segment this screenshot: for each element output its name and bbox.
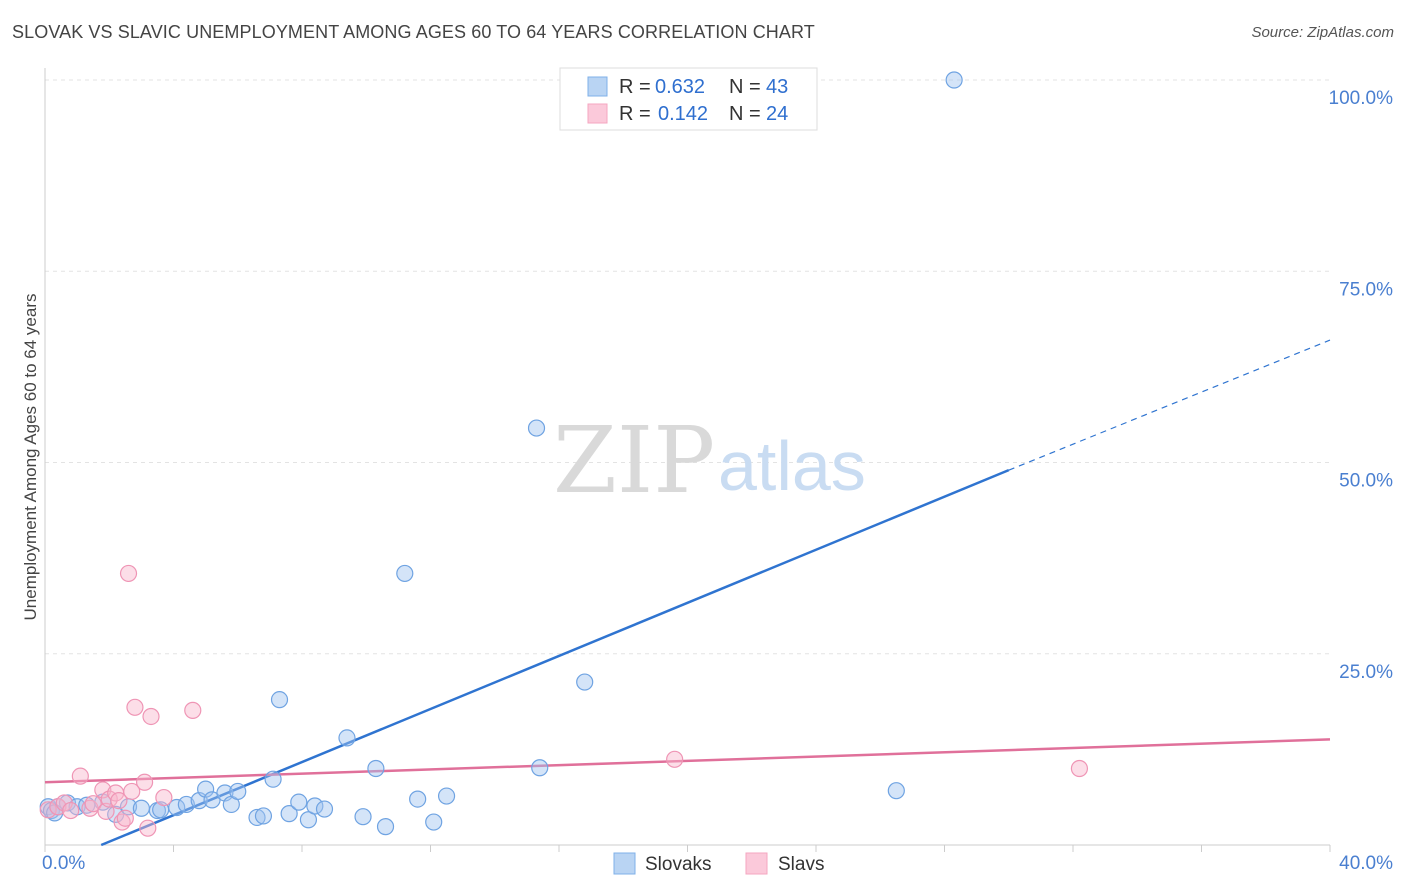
point-slovaks-26 xyxy=(299,811,318,829)
point-slovaks-39 xyxy=(576,673,594,691)
point-slavs-18 xyxy=(139,819,157,837)
trend-line-slavs xyxy=(44,738,1331,784)
y-tick-label-1: 75.0% xyxy=(1339,279,1393,300)
point-slovaks-37 xyxy=(527,419,546,437)
point-slovaks-23 xyxy=(270,691,289,709)
point-slavs-6 xyxy=(84,795,102,813)
legend-top: R = 0.632 N = 43 R = 0.142 N = 24 xyxy=(559,67,818,131)
trend-lines xyxy=(44,339,1331,847)
point-slovaks-40 xyxy=(887,782,905,800)
point-slavs-22 xyxy=(666,750,684,768)
legend-n-value-slovaks: 43 xyxy=(766,76,788,98)
y-tick-label-3: 25.0% xyxy=(1339,662,1393,683)
point-slavs-5 xyxy=(81,799,99,817)
point-slovaks-24 xyxy=(280,805,298,823)
point-slavs-14 xyxy=(123,782,141,801)
x-tick-label-1: 40.0% xyxy=(1339,853,1393,874)
watermark-zip: ZIP xyxy=(553,407,715,514)
point-slovaks-33 xyxy=(396,564,414,583)
point-slovaks-38 xyxy=(531,759,549,777)
grid-lines xyxy=(45,79,1330,655)
point-slavs-23 xyxy=(1070,759,1089,778)
trend-line-slovaks xyxy=(100,468,1010,847)
point-slovaks-29 xyxy=(338,729,356,747)
point-slavs-19 xyxy=(142,707,160,726)
legend-n-label-slavs: N = xyxy=(729,103,761,125)
point-slovaks-13 xyxy=(177,795,195,814)
legend-bottom-label-slovaks: Slovaks xyxy=(645,854,712,875)
point-slovaks-9 xyxy=(132,799,150,817)
point-slovaks-30 xyxy=(354,808,372,826)
legend-r-value-slavs: 0.142 xyxy=(658,103,708,125)
data-points xyxy=(39,71,1089,837)
point-slovaks-35 xyxy=(425,813,443,831)
legend-bottom-label-slavs: Slavs xyxy=(778,854,824,875)
point-slovaks-5 xyxy=(78,796,96,814)
legend-swatch-slovaks xyxy=(587,76,608,97)
point-slavs-16 xyxy=(126,698,144,716)
legend-bottom-swatch-slavs xyxy=(745,852,768,875)
point-slavs-20 xyxy=(155,788,173,807)
point-slovaks-21 xyxy=(254,807,273,825)
point-slovaks-31 xyxy=(367,759,385,778)
legend-n-label-slovaks: N = xyxy=(729,76,761,98)
y-axis-label: Unemployment Among Ages 60 to 64 years xyxy=(21,294,40,621)
point-slavs-7 xyxy=(94,781,112,799)
legend-r-label-slavs: R = xyxy=(619,103,651,125)
point-slovaks-19 xyxy=(229,782,247,801)
watermark-atlas: atlas xyxy=(718,427,866,505)
point-slavs-4 xyxy=(71,767,89,785)
x-tick-label-0: 0.0% xyxy=(42,853,85,874)
point-slovaks-41 xyxy=(945,71,963,89)
legend-r-value-slovaks: 0.632 xyxy=(655,76,705,98)
point-slovaks-28 xyxy=(315,800,334,818)
legend-r-label-slovaks: R = xyxy=(619,76,651,98)
point-slovaks-25 xyxy=(290,793,308,811)
chart-title: SLOVAK VS SLAVIC UNEMPLOYMENT AMONG AGES… xyxy=(12,22,815,42)
point-slovaks-20 xyxy=(248,808,266,827)
point-slovaks-36 xyxy=(437,787,456,805)
y-tick-label-0: 100.0% xyxy=(1329,88,1394,109)
point-slovaks-15 xyxy=(197,780,215,798)
point-slovaks-34 xyxy=(409,790,427,808)
point-slovaks-32 xyxy=(376,818,395,836)
point-slovaks-27 xyxy=(306,797,324,815)
point-slavs-11 xyxy=(110,792,128,810)
source-credit: Source: ZipAtlas.com xyxy=(1251,24,1394,41)
point-slovaks-22 xyxy=(264,770,282,788)
point-slavs-15 xyxy=(119,564,138,583)
legend-bottom: Slovaks Slavs xyxy=(613,852,824,875)
y-tick-label-2: 50.0% xyxy=(1339,471,1393,492)
point-slavs-21 xyxy=(184,701,202,719)
legend-n-value-slavs: 24 xyxy=(766,103,788,125)
legend-bottom-swatch-slovaks xyxy=(613,852,636,875)
point-slavs-13 xyxy=(116,809,134,827)
point-slavs-3 xyxy=(62,801,80,820)
legend-swatch-slavs xyxy=(587,103,608,124)
axes xyxy=(44,68,1331,852)
watermark: ZIP atlas xyxy=(553,407,866,514)
point-slavs-17 xyxy=(135,773,154,791)
trend-line-slovaks-extension xyxy=(1008,339,1331,471)
point-slavs-0 xyxy=(39,801,57,819)
tick-labels: 100.0% 75.0% 50.0% 25.0% 0.0% 40.0% xyxy=(42,88,1393,874)
point-slovaks-12 xyxy=(168,798,186,817)
